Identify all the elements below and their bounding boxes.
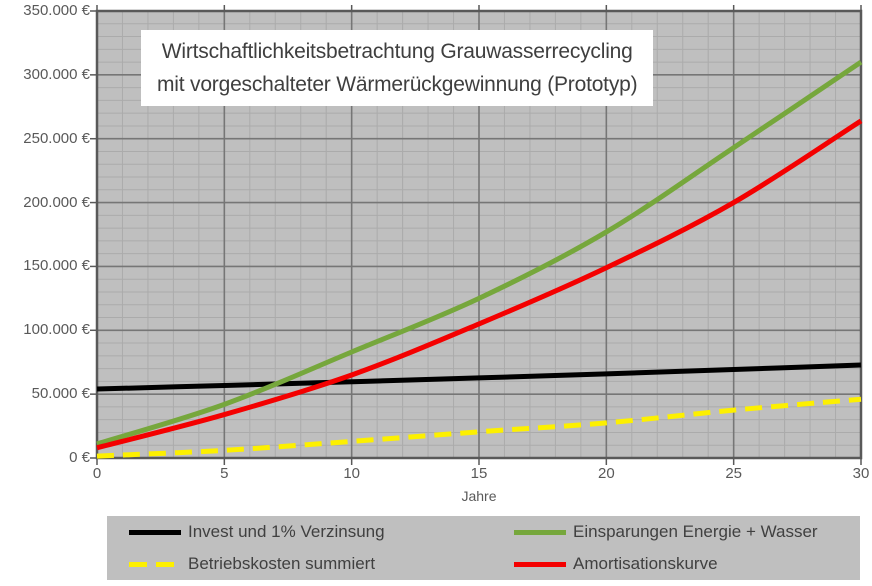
y-tick-label: 50.000 € xyxy=(31,385,90,403)
x-tick-label: 30 xyxy=(852,465,870,482)
y-tick-label: 100.000 € xyxy=(23,321,90,339)
legend-item-invest: Invest und 1% Verzinsung xyxy=(129,522,514,542)
chart-title: Wirtschaftlichkeitsbetrachtung Grauwasse… xyxy=(141,30,654,106)
legend-label-invest: Invest und 1% Verzinsung xyxy=(188,522,385,541)
legend-key-line-betriebskosten xyxy=(129,561,181,567)
x-tick-label: 25 xyxy=(725,465,742,482)
y-tick-label: 0 € xyxy=(69,449,90,466)
legend-label-einsparungen: Einsparungen Energie + Wasser xyxy=(573,522,818,541)
chart-title-line-2: mit vorgeschalteter Wärmerückgewinnung (… xyxy=(157,73,638,96)
x-tick-label: 5 xyxy=(220,465,229,482)
y-tick-label: 350.000 € xyxy=(23,2,90,19)
legend-key-line-amortisation xyxy=(514,561,566,567)
y-tick-label: 250.000 € xyxy=(23,129,90,147)
y-tick-label: 150.000 € xyxy=(23,257,90,275)
legend-item-betriebskosten: Betriebskosten summiert xyxy=(129,554,514,574)
y-tick-label: 200.000 € xyxy=(23,193,90,211)
legend-label-amortisation: Amortisationskurve xyxy=(573,554,718,573)
x-tick-label: 10 xyxy=(343,465,360,482)
legend-item-einsparungen: Einsparungen Energie + Wasser xyxy=(514,522,860,542)
x-axis-title: Jahre xyxy=(461,488,497,504)
plot-area: Wirtschaftlichkeitsbetrachtung Grauwasse… xyxy=(90,5,863,465)
x-tick-label: 15 xyxy=(470,465,488,482)
y-tick-label: 300.000 € xyxy=(23,65,90,83)
legend: Invest und 1% Verzinsung Betriebskosten … xyxy=(107,516,860,580)
x-axis-labels: 0 5 10 15 20 25 30 xyxy=(0,0,872,482)
legend-key-line-einsparungen xyxy=(514,529,566,535)
legend-item-amortisation: Amortisationskurve xyxy=(514,554,860,574)
y-axis-labels: 0 € 50.000 € 100.000 € 150.000 € 200.000 € 25… xyxy=(0,0,90,480)
legend-key-line-invest xyxy=(129,529,181,535)
chart-title-line-1: Wirtschaftlichkeitsbetrachtung Grauwasse… xyxy=(161,40,633,63)
legend-label-betriebskosten: Betriebskosten summiert xyxy=(188,554,376,573)
x-tick-label: 20 xyxy=(597,465,615,482)
x-tick-label: 0 xyxy=(92,465,102,482)
